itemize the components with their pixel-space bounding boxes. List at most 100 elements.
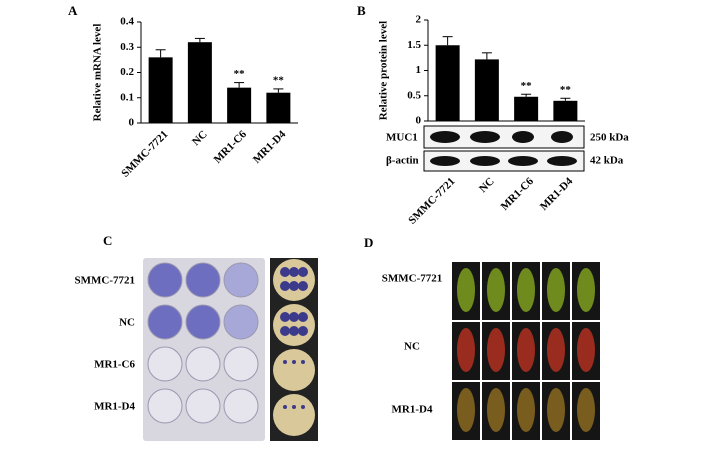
y-axis-title: Relative protein level [378, 21, 390, 120]
mouse-signal [457, 268, 475, 312]
row-label: SMMC-7721 [382, 273, 443, 285]
colony [292, 360, 296, 364]
significance-label: ** [521, 80, 533, 92]
well [223, 304, 259, 340]
mouse-signal [577, 268, 595, 312]
blot-size-label: 250 kDa [590, 132, 629, 144]
mouse-signal [517, 268, 535, 312]
blot-size-label: 42 kDa [590, 155, 624, 167]
colony [280, 312, 290, 322]
row-label: MR1-C6 [94, 359, 135, 371]
colony [298, 281, 308, 291]
y-tick-label: 0 [129, 117, 135, 129]
y-tick-label: 0.3 [120, 41, 134, 53]
colony [292, 405, 296, 409]
row-label: NC [119, 317, 135, 329]
y-tick-label: 0 [416, 115, 422, 127]
colony [289, 267, 299, 277]
mouse-signal [487, 388, 505, 432]
colony [283, 405, 287, 409]
x-tick-label: MR1-D4 [251, 128, 289, 166]
colony [298, 267, 308, 277]
colony [289, 281, 299, 291]
blot-band [470, 156, 500, 166]
well [147, 304, 183, 340]
colony [289, 326, 299, 336]
y-tick-label: 0.5 [407, 89, 421, 101]
mouse-signal [577, 328, 595, 372]
x-tick-label: SMMC-7721 [119, 128, 170, 179]
panel-label: C [103, 233, 112, 248]
mouse-signal [457, 328, 475, 372]
x-tick-label: MR1-C6 [499, 175, 537, 213]
error-bar [155, 49, 166, 58]
panel-label: B [357, 3, 366, 18]
colony [289, 312, 299, 322]
bar [266, 92, 291, 123]
well [223, 346, 259, 382]
error-bar [560, 97, 571, 101]
blot-band [508, 156, 538, 166]
y-tick-label: 0.4 [120, 16, 134, 28]
row-label: NC [404, 341, 420, 353]
colony [283, 360, 287, 364]
blot-band [551, 131, 573, 143]
x-tick-label: SMMC-7721 [406, 175, 457, 226]
blot-frame [423, 150, 585, 172]
zoom-well [273, 304, 315, 346]
blot-band-label: β-actin [386, 155, 419, 167]
bar [187, 42, 212, 124]
well [185, 262, 221, 298]
mouse-signal [487, 328, 505, 372]
x-tick-label: MR1-D4 [538, 175, 576, 213]
blot-band-label: MUC1 [386, 132, 418, 144]
y-tick-label: 0.2 [120, 66, 134, 78]
well [223, 262, 259, 298]
y-tick-label: 1 [416, 64, 422, 76]
y-axis-title: Relative mRNA level [92, 24, 104, 122]
zoom-well [273, 259, 315, 301]
error-bar [273, 88, 284, 93]
panel-label: A [68, 3, 78, 18]
significance-label: ** [273, 74, 285, 86]
significance-label: ** [234, 68, 246, 80]
blot-band [430, 131, 460, 143]
y-tick-label: 1.5 [407, 39, 421, 51]
significance-label: ** [560, 84, 572, 96]
error-bar [194, 37, 205, 43]
mouse-signal [547, 328, 565, 372]
colony [298, 312, 308, 322]
well [147, 346, 183, 382]
x-tick-label: NC [190, 128, 210, 148]
bar [148, 57, 173, 123]
mouse-signal [547, 388, 565, 432]
blot-frame [423, 125, 585, 149]
colony [280, 267, 290, 277]
mouse-signal [577, 388, 595, 432]
mouse-signal [547, 268, 565, 312]
well [185, 304, 221, 340]
y-tick-label: 2 [416, 14, 422, 26]
x-tick-label: NC [477, 175, 497, 195]
blot-band [512, 131, 534, 143]
mouse-signal [517, 388, 535, 432]
bar [553, 100, 578, 121]
colony [301, 360, 305, 364]
error-bar [442, 36, 453, 46]
zoom-well [273, 394, 315, 436]
well [147, 388, 183, 424]
bar [435, 45, 460, 121]
well [185, 388, 221, 424]
blot-band [547, 156, 577, 166]
row-label: MR1-D4 [392, 404, 433, 416]
bar [474, 59, 499, 121]
mouse-signal [487, 268, 505, 312]
mouse-signal [457, 388, 475, 432]
blot-band [470, 131, 500, 143]
colony [280, 281, 290, 291]
y-tick-label: 0.1 [120, 91, 134, 103]
well [147, 262, 183, 298]
bar [514, 96, 539, 121]
well [185, 346, 221, 382]
blot-band [430, 156, 460, 166]
